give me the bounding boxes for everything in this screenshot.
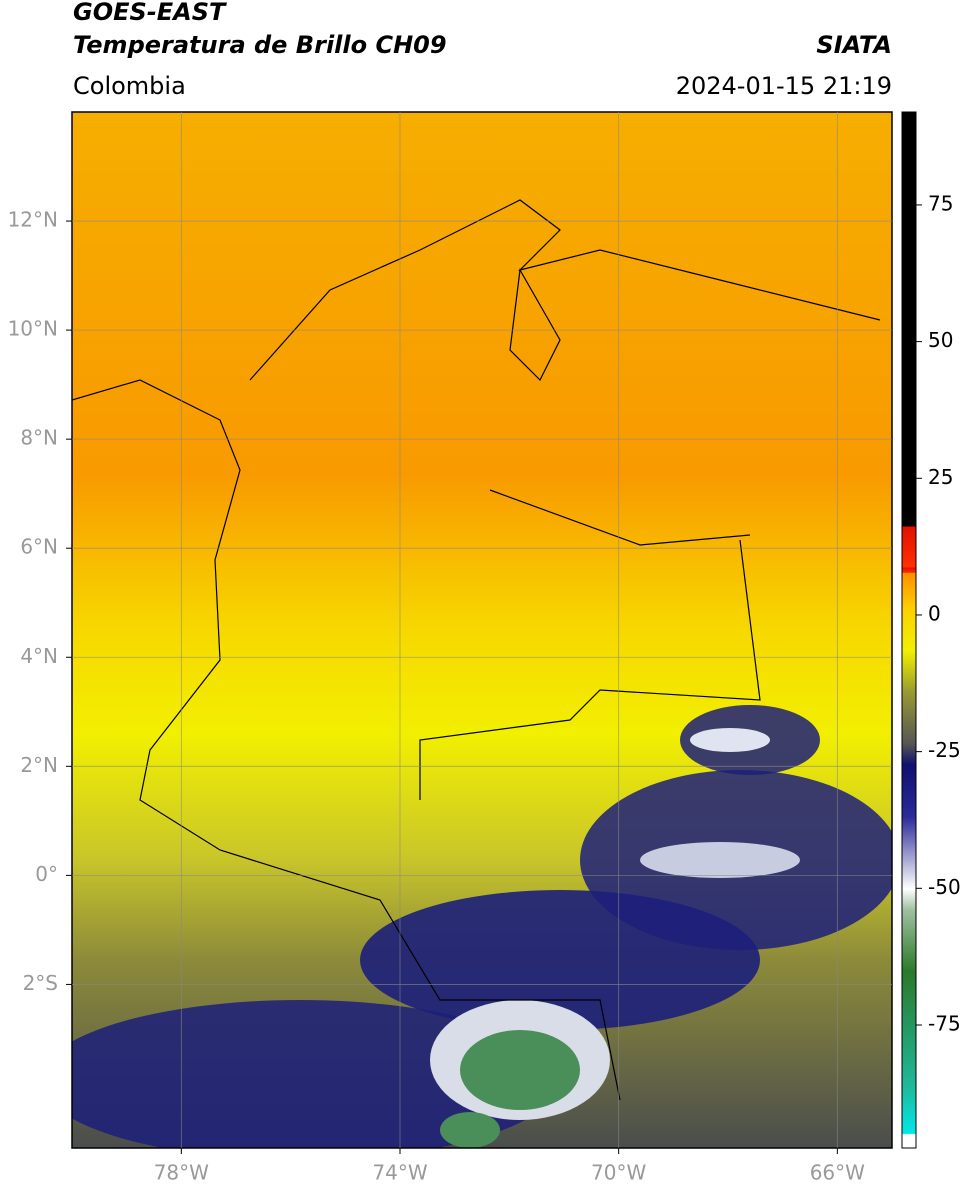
source: SIATA — [816, 31, 892, 59]
x-tick-label: 74°W — [372, 1161, 427, 1185]
satellite-image — [72, 112, 892, 1148]
y-tick-label: 0° — [35, 862, 58, 886]
y-tick-label: 8°N — [20, 426, 58, 450]
colorbar-tick-label: 50 — [928, 328, 953, 352]
y-tick-label: 2°N — [20, 753, 58, 777]
x-tick-label: 66°W — [810, 1161, 865, 1185]
y-tick-label: 6°N — [20, 535, 58, 559]
region: Colombia — [73, 72, 186, 100]
map-frame — [71, 111, 893, 1149]
y-tick-label: 10°N — [8, 317, 58, 341]
y-tick-label: 2°S — [23, 971, 58, 995]
colorbar-tick-label: -75 — [928, 1011, 961, 1035]
colorbar-tick-label: 0 — [928, 601, 941, 625]
y-tick-label: 4°N — [20, 644, 58, 668]
datetime: 2024-01-15 21:19 — [676, 72, 892, 100]
x-tick-label: 78°W — [154, 1161, 209, 1185]
colorbar — [901, 111, 917, 1149]
title: GOES-EAST — [73, 0, 227, 26]
subtitle: Temperatura de Brillo CH09 — [73, 31, 447, 59]
colorbar-tick-label: -25 — [928, 738, 961, 762]
y-tick-label: 12°N — [8, 208, 58, 232]
colorbar-tick-label: 25 — [928, 465, 953, 489]
x-tick-label: 70°W — [591, 1161, 646, 1185]
colorbar-tick-label: 75 — [928, 191, 953, 215]
colorbar-tick-label: -50 — [928, 875, 961, 899]
